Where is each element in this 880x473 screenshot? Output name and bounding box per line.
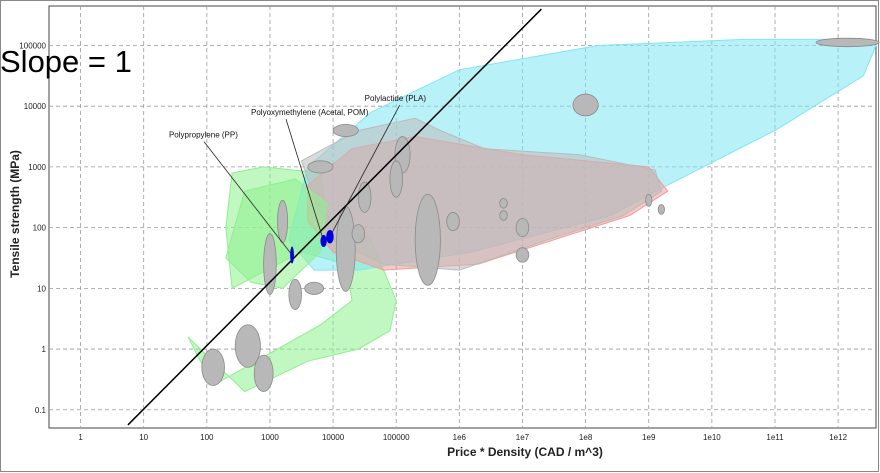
highlight-marker	[320, 234, 327, 248]
x-tick-label: 100000	[383, 433, 410, 442]
material-bubble	[263, 233, 277, 295]
x-tick-label: 1e11	[766, 433, 784, 442]
material-bubble	[499, 210, 508, 221]
x-tick-label: 1e9	[642, 433, 656, 442]
y-tick-label: 100	[33, 224, 47, 233]
highlighted-materials: Polypropylene (PP) Polyoxymethylene (Acet…	[169, 94, 427, 264]
material-bubble	[332, 124, 359, 137]
material-bubble	[515, 218, 530, 238]
material-bubble	[307, 160, 334, 174]
material-bubble	[815, 37, 880, 48]
material-bubble	[515, 247, 530, 263]
material-bubble	[277, 199, 289, 244]
annotation-label: Polypropylene (PP)	[169, 131, 238, 140]
material-bubble	[288, 278, 302, 310]
material-bubble	[499, 198, 508, 209]
x-axis-title: Price * Density (CAD / m^3)	[447, 445, 603, 459]
slope-annotation: Slope = 1	[0, 44, 132, 79]
material-bubble	[201, 348, 225, 386]
y-tick-label: 100000	[19, 41, 46, 50]
x-tick-label: 100	[200, 433, 214, 442]
highlight-marker	[326, 230, 334, 244]
x-tick-label: 1e7	[516, 433, 530, 442]
slope-line	[127, 8, 542, 426]
material-bubble	[645, 193, 653, 207]
material-bubble	[234, 324, 261, 368]
slope-guide-line	[127, 8, 542, 426]
x-tick-label: 1e10	[703, 433, 721, 442]
material-bubble	[657, 204, 665, 215]
material-bubble	[572, 93, 599, 117]
x-tick-label: 1	[78, 433, 83, 442]
material-bubble	[351, 224, 366, 244]
annotation-label: Polylactide (PLA)	[365, 94, 427, 103]
material-bubble	[304, 281, 325, 295]
x-tick-label: 1e8	[579, 433, 593, 442]
y-axis-title: Tensile strength (MPa)	[8, 150, 22, 278]
material-bubble	[446, 212, 460, 232]
x-tick-label: 1000	[261, 433, 279, 442]
material-bubble	[253, 354, 274, 392]
annotation-label: Polyoxymethylene (Acetal, POM)	[251, 108, 369, 117]
y-tick-label: 1	[42, 345, 47, 354]
annotation-leader	[329, 104, 401, 237]
y-tick-label: 1000	[28, 163, 46, 172]
annotation-leader	[203, 141, 293, 256]
material-bubble	[414, 193, 441, 286]
x-tick-label: 1e6	[453, 433, 467, 442]
x-tick-label: 10	[139, 433, 148, 442]
highlight-marker	[290, 246, 294, 264]
y-tick-label: 10	[37, 284, 46, 293]
x-tick-label: 1e12	[829, 433, 847, 442]
x-tick-labels: 1 10 100 1000 10000 100000 1e6 1e7 1e8 1e9 1e10 1e1…	[78, 433, 847, 442]
y-tick-labels: 0.1 1 10 100 1000 10000 100000	[19, 41, 46, 414]
annotation-leader	[285, 118, 324, 242]
y-tick-label: 0.1	[35, 406, 47, 415]
y-tick-label: 10000	[24, 102, 47, 111]
x-tick-label: 10000	[322, 433, 345, 442]
material-bubble	[389, 160, 403, 198]
